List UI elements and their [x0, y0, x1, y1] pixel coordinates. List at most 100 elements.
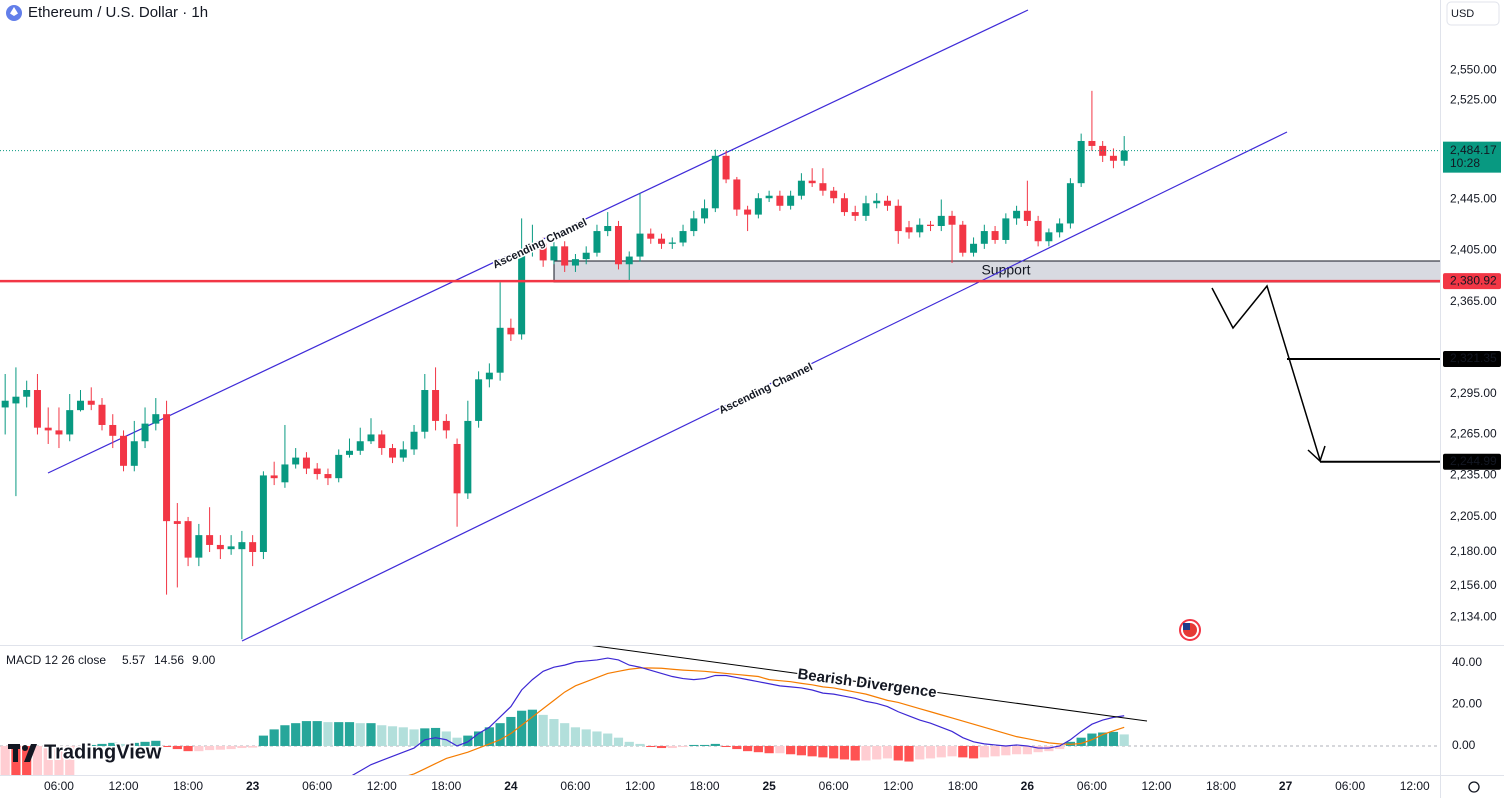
candle-body [518, 250, 526, 335]
y-tick-label: 2,180.00 [1450, 544, 1497, 558]
histogram-bar [248, 745, 258, 748]
candle-body [1045, 232, 1053, 242]
candle-body [830, 190, 838, 199]
histogram-bar [151, 740, 161, 746]
histogram-bar [215, 745, 225, 750]
candle-body [76, 400, 84, 411]
x-tick-label: 12:00 [625, 779, 655, 793]
symbol-title: Ethereum / U.S. Dollar · 1h [28, 4, 208, 21]
candle-body [453, 443, 461, 494]
branding: TradingView [8, 740, 163, 765]
levels [0, 150, 1440, 463]
histogram-bar [1098, 732, 1108, 746]
currency-button[interactable] [1446, 1, 1500, 26]
histogram-bar [538, 714, 548, 746]
candle-body [1002, 218, 1010, 240]
histogram-bar [581, 729, 591, 746]
histogram-bar [527, 709, 538, 746]
candle-body [335, 454, 343, 479]
macd-tick-label: 0.00 [1452, 738, 1476, 752]
histogram-bar [334, 722, 344, 746]
candle-body [55, 430, 63, 435]
price-level-box [1443, 350, 1501, 367]
histogram-bar [570, 727, 581, 746]
histogram-bar [635, 743, 645, 746]
x-tick-label: 06:00 [1335, 779, 1365, 793]
y-tick-label: 2,550.00 [1450, 62, 1497, 76]
candle-body [636, 233, 644, 257]
price-level-box [1443, 273, 1501, 290]
histogram-bar [226, 745, 236, 750]
histogram-bar [925, 745, 936, 759]
candle-body [281, 464, 289, 483]
y-tick-label: 2,525.00 [1450, 93, 1497, 107]
histogram-bar [1001, 745, 1011, 756]
histogram-bar [603, 733, 613, 746]
histogram-bar [0, 745, 10, 775]
channel-lower [241, 131, 1288, 642]
x-tick-label: 06:00 [560, 779, 590, 793]
histogram-bar [839, 745, 850, 760]
price-level-label: 2,380.92 [1450, 273, 1497, 287]
candle-body [883, 200, 891, 206]
candle-body [776, 195, 784, 206]
histogram-bar [904, 745, 914, 762]
candle-body [604, 225, 612, 232]
candle-body [894, 205, 902, 232]
candle-body [561, 246, 569, 266]
signal-line [408, 667, 1125, 775]
histogram-bar [656, 745, 667, 749]
histogram-bar [118, 743, 129, 746]
candle-body [206, 535, 214, 545]
histogram-bar [237, 745, 247, 749]
y-tick-label: 2,445.00 [1450, 192, 1497, 206]
x-tick-label: 18:00 [690, 779, 720, 793]
candles [1, 90, 1128, 640]
settings-icon[interactable] [1468, 781, 1480, 793]
divergence-line [591, 646, 1148, 722]
x-tick-label: 27 [1279, 779, 1293, 793]
candle-body [152, 414, 160, 424]
histogram-bar [97, 743, 107, 746]
x-tick-label: 18:00 [431, 779, 461, 793]
candle-body [475, 379, 483, 421]
histogram-bar [796, 745, 806, 756]
histogram-bar [893, 745, 903, 761]
histogram-bar [420, 728, 430, 746]
x-tick-label: 23 [246, 779, 260, 793]
candle-body [819, 183, 827, 191]
candle-body [647, 233, 655, 239]
candle-body [292, 457, 300, 465]
candle-body [270, 475, 278, 479]
candle-body [625, 256, 633, 265]
candle-body [1109, 155, 1117, 161]
histogram-bar [430, 727, 441, 746]
candle-body [98, 404, 106, 425]
x-tick-label: 12:00 [1400, 779, 1430, 793]
histogram-bar [161, 745, 172, 748]
histogram-bar [517, 710, 527, 746]
histogram-bar [280, 725, 290, 746]
histogram-bar [258, 735, 269, 746]
candle-body [701, 208, 709, 219]
histogram-bar [990, 745, 1000, 757]
countdown-label: 10:28 [1450, 156, 1480, 170]
x-tick-label: 06:00 [302, 779, 332, 793]
x-tick-label: 12:00 [1141, 779, 1171, 793]
x-tick-label: 26 [1021, 779, 1035, 793]
legend-macd-value: 14.56 [154, 653, 184, 667]
price-level-label: 2,244.99 [1450, 454, 1497, 468]
histogram-bar [829, 745, 839, 759]
candle-body [550, 246, 558, 261]
y-tick-label: 2,235.00 [1450, 468, 1497, 482]
histogram-bar [441, 731, 451, 746]
candle-body [937, 215, 945, 226]
histogram-bar [689, 744, 699, 746]
histogram-bar [269, 729, 279, 746]
last-price-label: 2,484.17 [1450, 143, 1497, 157]
histogram-bar [1033, 745, 1043, 753]
event-icon-canton [1183, 623, 1190, 630]
candle-body [582, 252, 590, 260]
